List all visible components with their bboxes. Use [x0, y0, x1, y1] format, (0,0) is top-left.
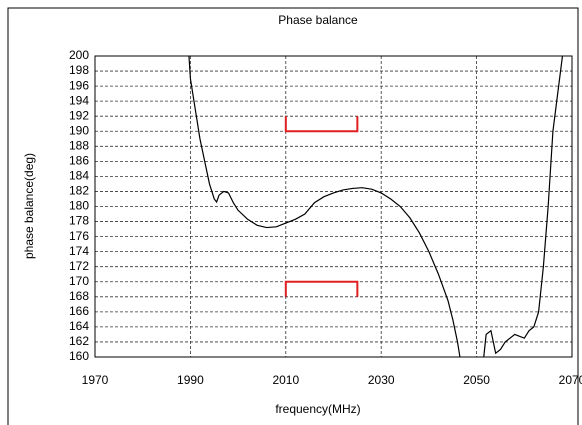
x-axis-label: frequency(MHz): [275, 402, 360, 416]
y-tick-label: 176: [69, 229, 89, 243]
x-tick-label: 2030: [368, 373, 395, 387]
x-tick-label: 2050: [463, 373, 490, 387]
y-tick-label: 178: [69, 214, 89, 228]
data-line: [188, 56, 564, 357]
y-tick-label: 168: [69, 289, 89, 303]
y-tick-label: 180: [69, 199, 89, 213]
x-tick-label: 2010: [272, 373, 299, 387]
spec-mark: [284, 280, 359, 297]
y-tick-label: 172: [69, 259, 89, 273]
x-tick-label: 1970: [82, 373, 109, 387]
y-tick-label: 174: [69, 244, 89, 258]
y-tick-label: 188: [69, 138, 89, 152]
x-tick-label: 1990: [177, 373, 204, 387]
plot-area: [94, 55, 573, 358]
y-axis-label: phase balance(deg): [22, 153, 36, 259]
y-tick-label: 162: [69, 334, 89, 348]
y-tick-label: 192: [69, 108, 89, 122]
frame: [7, 7, 579, 425]
y-tick-label: 198: [69, 63, 89, 77]
y-tick-label: 164: [69, 319, 89, 333]
y-tick-label: 166: [69, 304, 89, 318]
y-tick-label: 196: [69, 78, 89, 92]
y-tick-label: 182: [69, 184, 89, 198]
x-tick-label: 2070: [559, 373, 582, 387]
chart-title: Phase balance: [278, 13, 358, 27]
y-tick-label: 200: [69, 48, 89, 62]
spec-mark: [284, 116, 359, 133]
y-tick-label: 186: [69, 154, 89, 168]
y-tick-label: 184: [69, 169, 89, 183]
y-tick-label: 190: [69, 123, 89, 137]
y-tick-label: 160: [69, 349, 89, 363]
y-tick-label: 170: [69, 274, 89, 288]
y-tick-label: 194: [69, 93, 89, 107]
